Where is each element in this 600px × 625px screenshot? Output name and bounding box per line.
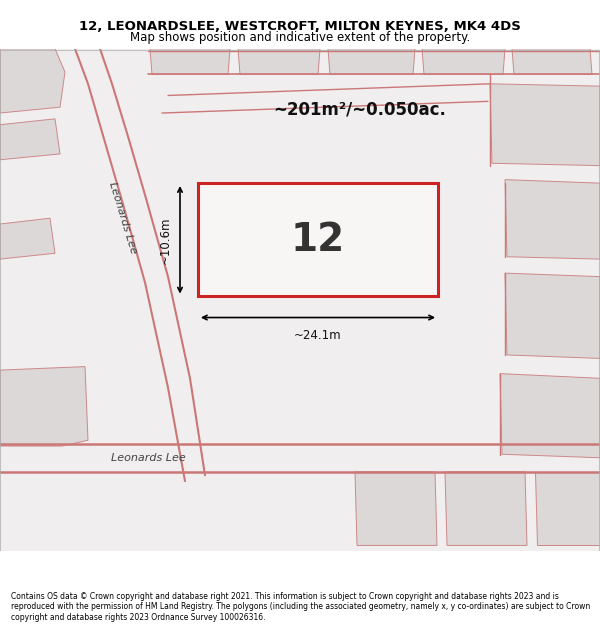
Text: Contains OS data © Crown copyright and database right 2021. This information is : Contains OS data © Crown copyright and d… bbox=[11, 592, 590, 622]
Polygon shape bbox=[355, 472, 437, 546]
Polygon shape bbox=[505, 179, 600, 259]
Polygon shape bbox=[505, 273, 600, 358]
Polygon shape bbox=[0, 218, 55, 259]
Text: ~24.1m: ~24.1m bbox=[294, 329, 342, 342]
Polygon shape bbox=[198, 183, 438, 296]
Polygon shape bbox=[0, 119, 60, 160]
Polygon shape bbox=[0, 367, 88, 446]
Polygon shape bbox=[512, 49, 592, 74]
Polygon shape bbox=[422, 49, 505, 74]
Text: 12: 12 bbox=[291, 221, 345, 259]
Text: ~201m²/~0.050ac.: ~201m²/~0.050ac. bbox=[274, 101, 446, 119]
Polygon shape bbox=[535, 472, 600, 546]
Text: Map shows position and indicative extent of the property.: Map shows position and indicative extent… bbox=[130, 31, 470, 44]
Polygon shape bbox=[500, 374, 600, 458]
Text: Leonards Lee: Leonards Lee bbox=[107, 181, 139, 256]
Polygon shape bbox=[490, 84, 600, 166]
Polygon shape bbox=[445, 472, 527, 546]
Polygon shape bbox=[328, 49, 415, 74]
Text: Leonards Lee: Leonards Lee bbox=[110, 452, 185, 462]
Polygon shape bbox=[238, 49, 320, 74]
Polygon shape bbox=[0, 49, 65, 113]
Text: 12, LEONARDSLEE, WESTCROFT, MILTON KEYNES, MK4 4DS: 12, LEONARDSLEE, WESTCROFT, MILTON KEYNE… bbox=[79, 20, 521, 33]
Text: ~10.6m: ~10.6m bbox=[159, 217, 172, 264]
Polygon shape bbox=[0, 49, 600, 551]
Polygon shape bbox=[150, 49, 230, 74]
